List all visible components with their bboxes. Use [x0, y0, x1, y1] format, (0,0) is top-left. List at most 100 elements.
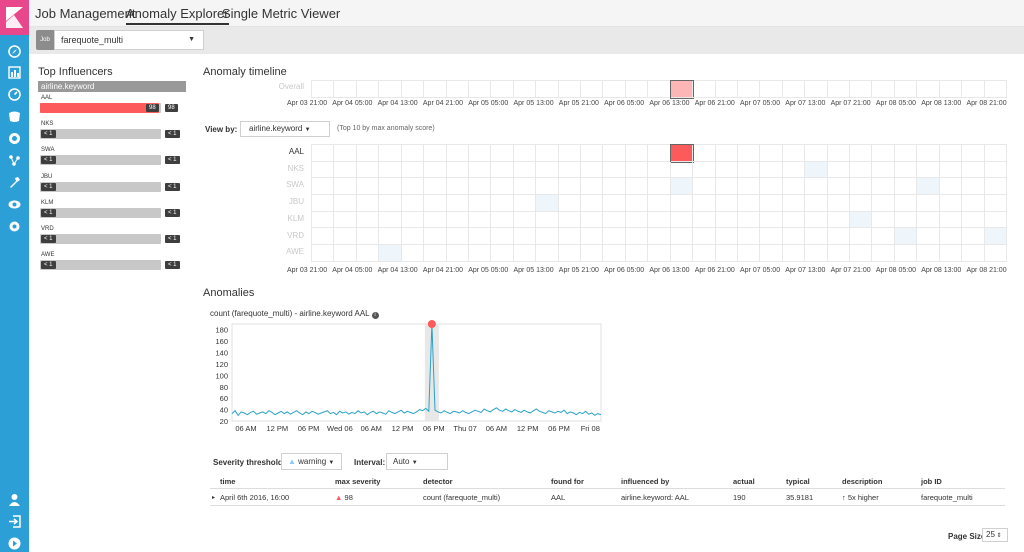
expand-row-icon[interactable]: ▸ — [212, 495, 216, 501]
swimlane-cell[interactable] — [962, 245, 985, 262]
swimlane-cell[interactable] — [603, 228, 626, 246]
swimlane-cell[interactable] — [670, 211, 694, 229]
swimlane-cell[interactable] — [827, 161, 851, 179]
swimlane-cell[interactable] — [715, 228, 738, 246]
influencer-awe[interactable]: AWE < 1 < 1 — [38, 252, 186, 278]
swimlane-cell[interactable] — [334, 81, 357, 98]
swimlane-cell[interactable] — [468, 178, 492, 196]
swimlane-cell[interactable] — [491, 211, 514, 229]
swimlane-cell[interactable] — [468, 211, 492, 229]
swimlane-cell[interactable] — [424, 178, 447, 196]
swimlane-cell[interactable] — [872, 245, 895, 262]
lane-label-awe[interactable]: AWE — [286, 247, 304, 257]
swimlane-cell[interactable] — [625, 145, 649, 162]
col-influenced-by[interactable]: influenced by — [621, 477, 670, 486]
swimlane-cell[interactable] — [850, 161, 873, 179]
swimlane-cell[interactable] — [603, 81, 626, 98]
swimlane-cell[interactable] — [962, 178, 985, 196]
interval-select[interactable]: Auto ▼ — [386, 453, 448, 470]
swimlane-cell[interactable] — [737, 211, 761, 229]
swimlane-cell[interactable] — [446, 81, 469, 98]
swimlane-cell[interactable] — [334, 228, 357, 246]
swimlane-cell[interactable] — [312, 161, 335, 179]
swimlane-cell[interactable] — [536, 211, 559, 229]
lane-label-aal[interactable]: AAL — [288, 147, 304, 156]
swimlane-cell[interactable] — [648, 211, 671, 229]
swimlane-cell[interactable] — [424, 145, 447, 162]
swimlane-cell[interactable] — [962, 81, 985, 98]
swimlane-cell[interactable] — [760, 245, 783, 262]
swimlane-cell[interactable] — [536, 161, 559, 179]
influencer-swimlanes[interactable] — [311, 144, 1007, 262]
swimlane-cell[interactable] — [782, 195, 806, 212]
swimlane-cell[interactable] — [670, 228, 694, 246]
page-size-select[interactable]: 25 ⇕ — [982, 528, 1008, 542]
swimlane-cell[interactable] — [715, 161, 738, 179]
swimlane-cell[interactable] — [782, 81, 806, 98]
swimlane-cell[interactable] — [917, 228, 940, 246]
swimlane-cell[interactable] — [760, 228, 783, 246]
swimlane-cell[interactable] — [625, 195, 649, 212]
swimlane-cell[interactable] — [401, 145, 425, 162]
influencer-jbu[interactable]: JBU < 1 < 1 — [38, 174, 186, 200]
swimlane-cell[interactable] — [356, 195, 380, 212]
swimlane-cell[interactable] — [424, 195, 447, 212]
swimlane-cell[interactable] — [850, 195, 873, 212]
swimlane-cell[interactable] — [513, 178, 537, 196]
graph-icon[interactable] — [8, 154, 21, 167]
swimlane-cell[interactable] — [693, 161, 716, 179]
swimlane-cell[interactable] — [625, 245, 649, 262]
swimlane-cell[interactable] — [356, 211, 380, 229]
tab-anomaly-explorer[interactable]: Anomaly Explorer — [126, 6, 229, 25]
swimlane-cell[interactable] — [760, 145, 783, 162]
swimlane-cell[interactable] — [513, 211, 537, 229]
swimlane-cell[interactable] — [782, 145, 806, 162]
swimlane-cell[interactable] — [468, 145, 492, 162]
swimlane-cell[interactable] — [805, 161, 828, 179]
swimlane-cell[interactable] — [737, 228, 761, 246]
swimlane-cell[interactable] — [715, 195, 738, 212]
swimlane-cell[interactable] — [625, 228, 649, 246]
col-found-for[interactable]: found for — [551, 477, 584, 486]
swimlane-cell[interactable] — [558, 161, 582, 179]
swimlane-cell[interactable] — [625, 81, 649, 98]
influencer-vrd[interactable]: VRD < 1 < 1 — [38, 226, 186, 252]
swimlane-cell[interactable] — [379, 178, 402, 196]
swimlane-cell[interactable] — [424, 245, 447, 262]
user-icon[interactable] — [8, 493, 21, 506]
swimlane-cell[interactable] — [782, 178, 806, 196]
swimlane-cell[interactable] — [962, 161, 985, 179]
swimlane-cell[interactable] — [894, 81, 918, 98]
swimlane-cell[interactable] — [939, 161, 963, 179]
swimlane-cell[interactable] — [760, 211, 783, 229]
col-time[interactable]: time — [220, 477, 236, 486]
swimlane-cell[interactable] — [894, 211, 918, 229]
influencer-klm[interactable]: KLM < 1 < 1 — [38, 200, 186, 226]
swimlane-cell[interactable] — [850, 228, 873, 246]
swimlane-cell[interactable] — [984, 81, 1007, 98]
view-by-select[interactable]: airline.keyword ▼ — [240, 121, 330, 137]
swimlane-cell[interactable] — [558, 245, 582, 262]
swimlane-cell[interactable] — [872, 211, 895, 229]
influencer-swa[interactable]: SWA < 1 < 1 — [38, 147, 186, 173]
anomaly-chart[interactable]: 20 40 60 80 100 120 140 160 180 06 AM 12 PM 06 PM We… — [210, 320, 610, 440]
visualize-icon[interactable] — [8, 66, 21, 79]
swimlane-cell[interactable] — [603, 245, 626, 262]
swimlane-cell[interactable] — [513, 81, 537, 98]
swimlane-cell[interactable] — [379, 161, 402, 179]
swimlane-cell[interactable] — [491, 195, 514, 212]
job-select[interactable]: farequote_multi ▼ — [54, 30, 204, 50]
swimlane-cell[interactable] — [513, 195, 537, 212]
swimlane-cell[interactable] — [917, 178, 940, 196]
swimlane-cell[interactable] — [558, 211, 582, 229]
swimlane-cell[interactable] — [581, 245, 604, 262]
swimlane-cell[interactable] — [312, 245, 335, 262]
swimlane-cell[interactable] — [648, 245, 671, 262]
swimlane-cell[interactable] — [670, 195, 694, 212]
lane-label-nks[interactable]: NKS — [287, 163, 304, 173]
swimlane-cell[interactable] — [468, 228, 492, 246]
swimlane-cell[interactable] — [379, 145, 402, 162]
col-actual[interactable]: actual — [733, 477, 755, 486]
swimlane-cell[interactable] — [334, 178, 357, 196]
tab-job-management[interactable]: Job Management — [35, 6, 136, 21]
